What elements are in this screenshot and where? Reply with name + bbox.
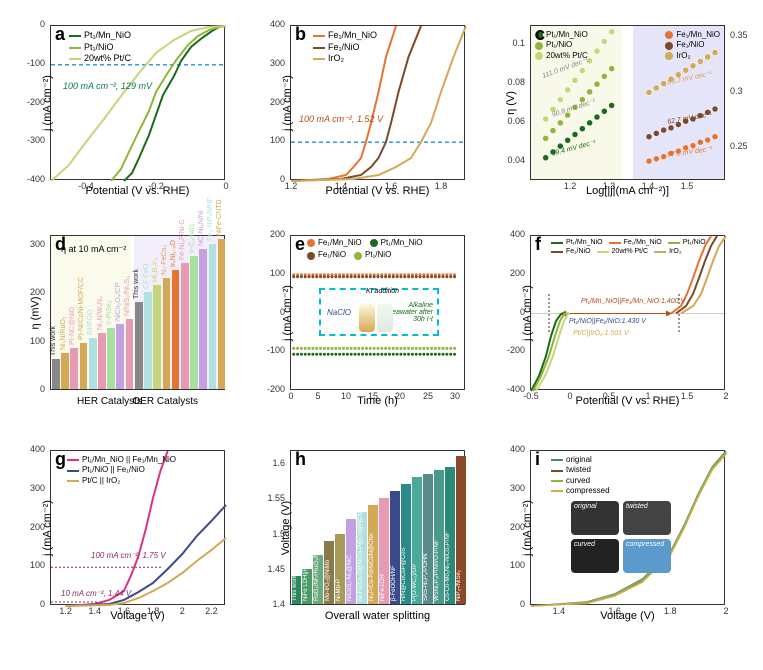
bar-7 [116,324,124,389]
panel-f-chart [531,236,724,389]
panel-a: a Pt₁/Mn_NiO Pt₁/NiO 20wt% Pt/C 100 mA c… [50,25,225,180]
panel-i-legend: original twisted curved compressed [551,455,610,497]
panel-b-legend: Fe₁/Mn_NiO Fe₁/NiO IrO₂ [313,30,377,65]
bar-18 [218,239,226,389]
panel-g-label: g [55,449,66,470]
panel-f-ylabel: j (mA cm⁻²) [520,285,533,341]
bar-8 [126,319,134,389]
bar-0 [52,359,60,389]
bar-4 [89,338,97,389]
panel-e-ylabel: j (mA cm⁻²) [280,285,293,341]
panel-a-ylabel: j (mA cm⁻²) [40,75,53,131]
bar-5 [98,333,106,389]
panel-c-label: c [535,24,545,45]
panel-i-ylabel: j (mA cm⁻²) [520,500,533,556]
panel-a-legend: Pt₁/Mn_NiO Pt₁/NiO 20wt% Pt/C [69,30,131,65]
panel-f-label: f [535,234,541,255]
bar-3 [80,343,88,389]
panel-h-label: h [295,449,306,470]
panel-c-ylabel: η (V) [505,91,517,115]
bar-16 [199,249,207,389]
panel-f: f Pt₁/Mn_NiO Fe₁/Mn_NiO Pt₁/NiO Fe₁/NiO … [530,235,725,390]
panel-e-label: e [295,234,305,255]
bar-10 [144,292,152,389]
panel-e-legend: Fe₁/Mn_NiO Pt₁/Mn_NiO Fe₁/NiO Pt₁/NiO [307,238,467,261]
bar-2 [70,348,78,389]
panel-i-inset: original twisted curved compressed [571,501,671,573]
panel-i-label: i [535,449,540,470]
bar-13 [172,270,180,389]
bar-11 [153,285,161,389]
bar-9 [135,302,143,389]
panel-a-label: a [55,24,65,45]
panel-f-xlabel: Potential (V vs. RHE) [576,395,680,407]
panel-h-ylabel: Voltage (V) [280,500,292,554]
panel-b-label: b [295,24,306,45]
panel-g-xlabel: Voltage (V) [110,610,164,622]
panel-d-label: d [55,234,66,255]
panel-g-ylabel: j (mA cm⁻²) [40,500,53,556]
panel-c-legend-right: Fe₁/Mn_NiO Fe₁/NiO IrO₂ [665,30,720,61]
panel-g: g Pt₁/Mn_NiO || Fe₁/Mn_NiO Pt₁/NiO || Fe… [50,450,225,605]
panel-h-bars: This workNiFe LDH||Ru₃/D-NiFe LDHRuO₂/NF… [291,451,464,604]
panel-b-annotation: 100 mA cm⁻², 1.52 V [299,114,383,125]
bar-1 [61,353,69,389]
bar-6 [107,328,115,389]
panel-e-inset: NaClO Alkaline seawater after 30h I-t KI… [319,288,439,336]
panel-d: d η at 10 mA cm⁻² This workNi₃N/RuO₂Pt-N… [50,235,225,390]
panel-b-ylabel: j (mA cm⁻²) [280,75,293,131]
panel-c-xlabel: Log[|j|(mA cm⁻²)] [586,184,669,197]
panel-a-xlabel: Potential (V vs. RHE) [86,185,190,197]
panel-h: h This workNiFe LDH||Ru₃/D-NiFe LDHRuO₂/… [290,450,465,605]
bar-12 [163,278,171,389]
panel-g-legend: Pt₁/Mn_NiO || Fe₁/Mn_NiO Pt₁/NiO || Fe₁/… [67,455,176,486]
panel-b: b Fe₁/Mn_NiO Fe₁/NiO IrO₂ 100 mA cm⁻², 1… [290,25,465,180]
panel-a-annotation: 100 mA cm⁻², 129 mV [63,81,152,92]
panel-b-xlabel: Potential (V vs. RHE) [326,185,430,197]
panel-d-bars: This workNi₃N/RuO₂Pt-NC@NiOPt-Ni/CoNi-MO… [51,236,224,389]
panel-f-legend: Pt₁/Mn_NiO Fe₁/Mn_NiO Pt₁/NiO Fe₁/NiO 20… [551,238,726,256]
bar-14 [181,263,189,389]
panel-c: c Pt₁/Mn_NiO Pt₁/NiO 20wt% Pt/C Fe₁/Mn_N… [530,25,725,180]
bar-15 [190,256,198,389]
panel-i: i original twisted curved compressed ori… [530,450,725,605]
panel-h-xlabel: Overall water splitting [325,610,430,622]
panel-e-xlabel: Time (h) [357,395,398,407]
panel-e: e Fe₁/Mn_NiO Pt₁/Mn_NiO Fe₁/NiO Pt₁/NiO … [290,235,465,390]
panel-i-xlabel: Voltage (V) [600,610,654,622]
bar-17 [209,244,217,389]
panel-d-ylabel: η (mV) [30,296,42,329]
